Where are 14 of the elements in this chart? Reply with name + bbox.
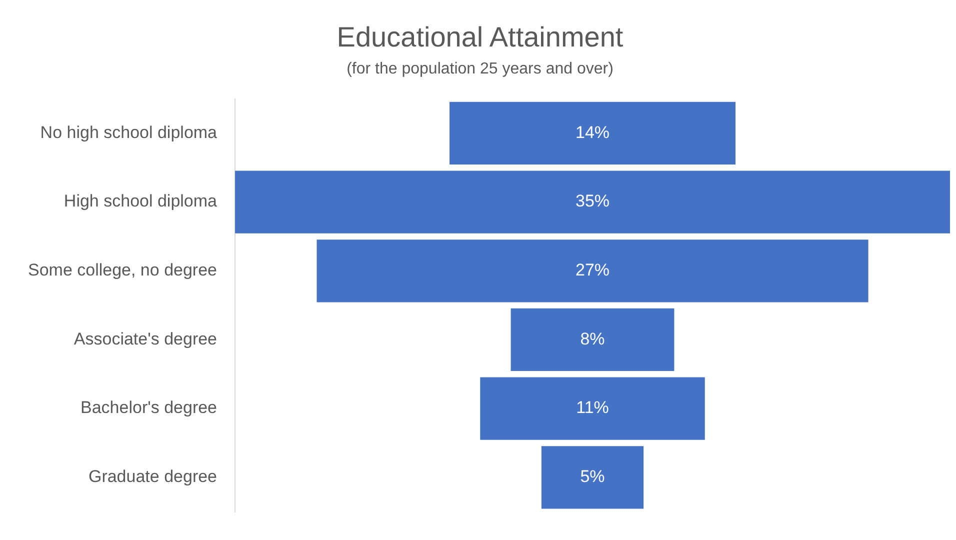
category-label: No high school diploma [40, 122, 218, 142]
text: (for the population 25 years and over) [346, 60, 614, 78]
category-label: High school diploma [64, 192, 218, 211]
data-label: 14% [575, 122, 610, 142]
data-label: 8% [580, 329, 605, 348]
data-label: 5% [580, 467, 605, 486]
category-label: Bachelor's degree [80, 398, 218, 418]
category-label: Graduate degree [88, 467, 218, 486]
data-label: 27% [575, 260, 610, 280]
category-label: Some college, no degree [28, 260, 218, 280]
data-label: 11% [576, 398, 609, 418]
data-label: 35% [575, 192, 610, 211]
text: Educational Attainment [336, 22, 624, 53]
category-label: Associate's degree [74, 329, 218, 348]
